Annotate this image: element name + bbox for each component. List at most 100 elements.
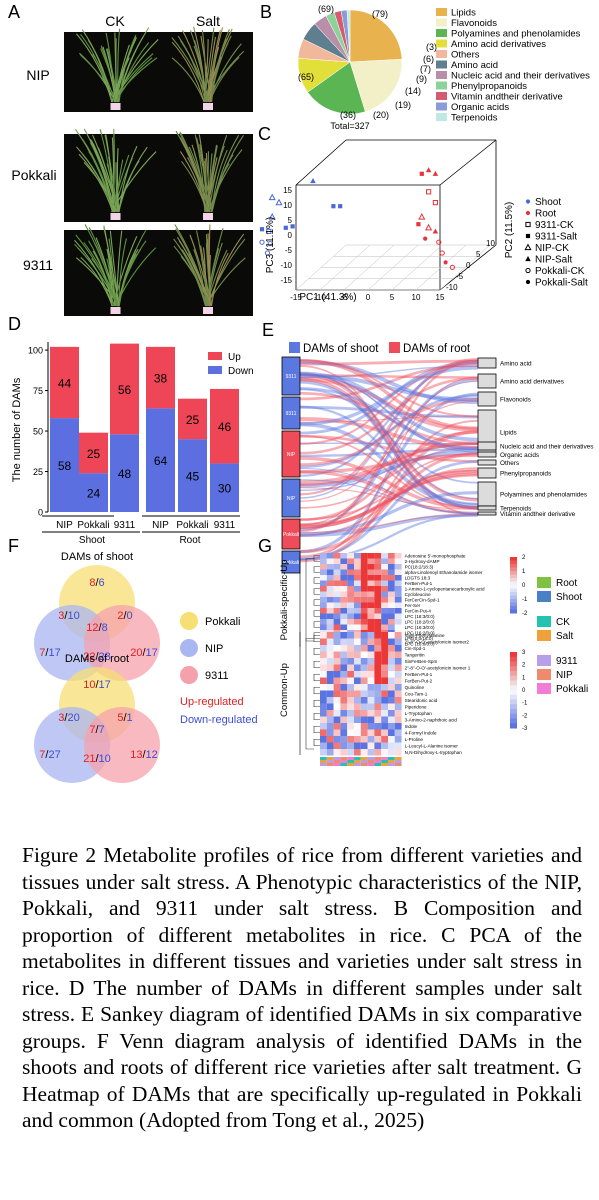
heatmap-cell bbox=[333, 624, 341, 630]
bar-down-value: 48 bbox=[118, 467, 132, 481]
heatmap-cell bbox=[320, 591, 327, 597]
heatmap-scale-bottom bbox=[510, 680, 517, 686]
pie-legend-label: Terpenoids bbox=[451, 113, 498, 124]
heatmap-scale-top bbox=[510, 571, 517, 575]
heatmap-cell bbox=[374, 613, 382, 619]
heatmap-legend-swatch bbox=[537, 591, 551, 602]
sankey-flow bbox=[299, 487, 479, 510]
heatmap-cell bbox=[326, 580, 334, 586]
heatmap-cell bbox=[340, 580, 348, 586]
sankey-right-node bbox=[477, 441, 497, 451]
heatmap-cell bbox=[347, 638, 354, 645]
bar-group-label-root: Root bbox=[179, 535, 200, 546]
pca-z-tick: 0 bbox=[466, 261, 471, 270]
heatmap-row-label: FerBen-Put-1 bbox=[405, 581, 433, 586]
heatmap-cell bbox=[347, 619, 354, 625]
heatmap-cell bbox=[367, 651, 375, 658]
heatmap-row-label: L-Tryptophan bbox=[405, 711, 433, 716]
pie-legend-label: Phenylpropanoids bbox=[451, 81, 527, 92]
pca-box-edge bbox=[439, 139, 497, 186]
pca-legend-marker bbox=[525, 233, 531, 239]
heatmap-annotation-cell bbox=[360, 757, 368, 760]
bar-group-label-shoot: Shoot bbox=[79, 535, 105, 546]
sankey-left-node bbox=[281, 518, 301, 550]
heatmap-cell bbox=[381, 671, 388, 678]
heatmap-cell bbox=[381, 597, 388, 603]
heatmap-dendrogram bbox=[313, 621, 320, 628]
heatmap-scale-label: 2 bbox=[522, 555, 526, 561]
sankey-flow bbox=[299, 452, 479, 525]
heatmap-cell bbox=[394, 749, 402, 756]
heatmap-cell bbox=[333, 651, 341, 658]
heatmap-cell bbox=[333, 723, 341, 730]
pca-z-tick: 10 bbox=[486, 239, 495, 248]
sankey-flow bbox=[299, 361, 479, 445]
pca-point-root bbox=[426, 189, 432, 195]
heatmap-cell bbox=[394, 729, 402, 736]
heatmap-row-label: L-Leucyl-L-Alanine isomer bbox=[405, 743, 459, 748]
pca-x-tick: 10 bbox=[412, 293, 421, 302]
heatmap-cell bbox=[381, 619, 388, 625]
heatmap-cell bbox=[367, 749, 375, 756]
heatmap-cell bbox=[340, 710, 348, 717]
heatmap-cell bbox=[367, 664, 375, 671]
heatmap-cell bbox=[374, 569, 382, 575]
heatmap-scale-bottom bbox=[510, 671, 517, 677]
heatmap-cell bbox=[326, 575, 334, 581]
sankey-flow bbox=[299, 448, 479, 492]
heatmap-cell bbox=[367, 690, 375, 697]
panel-letter-e: E bbox=[262, 320, 274, 340]
heatmap-cell bbox=[354, 575, 361, 581]
pca-point-root bbox=[443, 260, 448, 265]
heatmap-cell bbox=[394, 632, 402, 639]
heatmap-cell bbox=[394, 602, 402, 608]
heatmap-cell bbox=[333, 729, 341, 736]
heatmap-cell bbox=[381, 723, 388, 730]
heatmap-cell bbox=[347, 697, 354, 704]
sankey-left-node-label: NIP bbox=[287, 452, 296, 458]
heatmap-cell bbox=[326, 638, 334, 645]
pie-legend-label: Amino acid derivatives bbox=[451, 39, 546, 50]
heatmap-cell bbox=[381, 690, 388, 697]
sankey-right-node-label: Vitamin andtheir derivative bbox=[500, 511, 576, 518]
heatmap-row-label: SinFerBen-Spm bbox=[405, 659, 438, 664]
heatmap-cell bbox=[333, 619, 341, 625]
heatmap-cell bbox=[354, 671, 361, 678]
bar-down-value: 45 bbox=[186, 470, 200, 484]
pca-legend-marker bbox=[525, 221, 531, 228]
pca-point-shoot bbox=[259, 227, 265, 232]
heatmap-cell bbox=[381, 677, 388, 684]
heatmap-cell bbox=[360, 597, 368, 603]
bar-legend-up-swatch bbox=[208, 352, 222, 360]
heatmap-cell bbox=[394, 553, 402, 559]
heatmap-cell bbox=[320, 580, 327, 586]
heatmap-cell bbox=[374, 729, 382, 736]
heatmap-cell bbox=[388, 723, 395, 730]
heatmap-cell bbox=[340, 677, 348, 684]
heatmap-cell bbox=[340, 651, 348, 658]
venn-legend-swatch bbox=[180, 639, 198, 657]
pca-point-root bbox=[449, 264, 455, 270]
heatmap-cell bbox=[360, 677, 368, 684]
heatmap-cell bbox=[340, 608, 348, 614]
heatmap-legend-label: CK bbox=[556, 617, 570, 628]
pie-legend-label: Flavonoids bbox=[451, 18, 497, 29]
sankey-flow bbox=[299, 373, 479, 402]
heatmap-cell bbox=[333, 553, 341, 559]
sankey-right-node bbox=[477, 373, 497, 389]
heatmap-cell bbox=[326, 564, 334, 570]
heatmap-cell bbox=[326, 619, 334, 625]
heatmap-cell bbox=[388, 575, 395, 581]
heatmap-legend-swatch bbox=[537, 669, 551, 680]
heatmap-legend-swatch bbox=[537, 655, 551, 666]
sankey-flow bbox=[299, 415, 479, 423]
heatmap-cell bbox=[347, 703, 354, 710]
heatmap-cell bbox=[388, 645, 395, 652]
heatmap-row-label: FerCerCin-Spd-1 bbox=[405, 597, 440, 602]
sankey-flow bbox=[299, 372, 479, 500]
heatmap-scale-label: 0 bbox=[522, 688, 526, 694]
pie-legend-swatch bbox=[436, 50, 447, 58]
pie-legend-label: Organic acids bbox=[451, 102, 509, 113]
heatmap-cell bbox=[354, 742, 361, 749]
sankey-flow bbox=[299, 359, 479, 499]
